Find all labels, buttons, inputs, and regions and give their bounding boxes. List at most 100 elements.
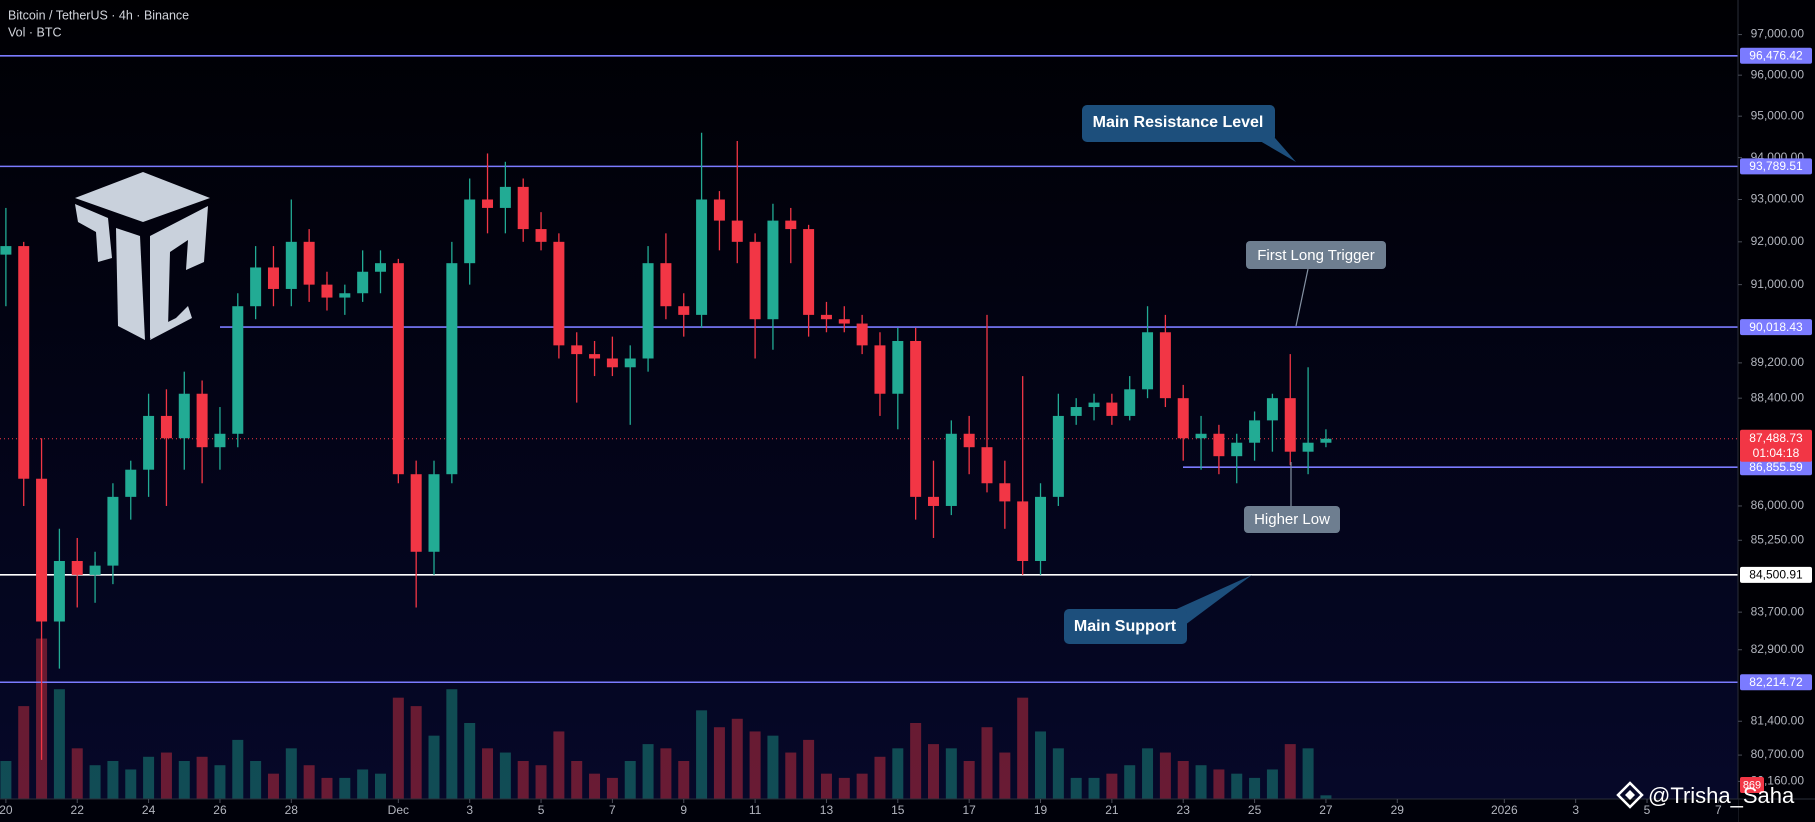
candle-body xyxy=(374,263,386,272)
candle-body xyxy=(446,263,458,475)
callout-box xyxy=(1246,241,1386,269)
candle-body xyxy=(125,469,137,497)
candle-body xyxy=(321,284,333,298)
x-tick-label: 2026 xyxy=(1491,803,1518,817)
volume-bar xyxy=(446,689,458,799)
volume-bar xyxy=(731,718,743,799)
x-tick-label: 27 xyxy=(1319,803,1333,817)
x-tick-label: 17 xyxy=(962,803,976,817)
price-axis xyxy=(1738,0,1815,822)
candle-body xyxy=(196,393,208,448)
x-tick-label: 19 xyxy=(1034,803,1048,817)
level-badge xyxy=(1740,674,1812,691)
volume-label: 869 xyxy=(1743,779,1761,791)
callout-box xyxy=(1082,105,1275,142)
x-tick-label: 7 xyxy=(609,803,616,817)
level-badge xyxy=(1740,47,1812,64)
volume-bar xyxy=(803,739,815,799)
candle-body xyxy=(571,345,583,355)
volume-bar xyxy=(89,765,101,799)
candle-body xyxy=(1302,442,1314,452)
watermark-text: @Trisha_Saha xyxy=(1648,783,1795,808)
candle-body xyxy=(250,267,262,307)
volume-bar xyxy=(820,773,832,799)
candle-body xyxy=(214,433,226,448)
candle-body xyxy=(963,433,975,448)
candle-body xyxy=(1266,398,1278,421)
candle-body xyxy=(1177,398,1189,439)
volume-bar xyxy=(767,735,779,799)
x-tick-label: Dec xyxy=(388,803,409,817)
candle-body xyxy=(1159,332,1171,399)
volume-bar xyxy=(749,731,761,799)
candle-body xyxy=(838,319,850,324)
volume-badge xyxy=(1740,777,1764,793)
watermark: @Trisha_Saha xyxy=(1616,781,1795,809)
volume-bar xyxy=(482,748,494,799)
x-tick-label: 15 xyxy=(891,803,905,817)
candle-body xyxy=(1213,433,1225,457)
volume-bar xyxy=(250,761,262,799)
level-label: 96,476.42 xyxy=(1749,48,1803,62)
x-tick-label: 29 xyxy=(1391,803,1405,817)
volume-bar xyxy=(0,761,12,799)
volume-bar xyxy=(321,777,333,799)
volume-bar xyxy=(160,752,172,799)
candle-body xyxy=(910,340,922,497)
candle-body xyxy=(18,246,30,479)
level-label: 84,500.91 xyxy=(1749,568,1803,582)
watermark-icon xyxy=(1625,790,1635,800)
candle-body xyxy=(678,306,690,315)
volume-bar xyxy=(1302,748,1314,799)
volume-bar xyxy=(1284,744,1296,799)
candle-body xyxy=(232,306,244,434)
callout-box xyxy=(1244,506,1340,533)
candle-body xyxy=(785,220,797,230)
candle-body xyxy=(696,199,708,315)
candle-body xyxy=(1320,438,1332,443)
candle-body xyxy=(1106,402,1118,416)
candle-body xyxy=(660,263,672,307)
candle-body xyxy=(339,293,351,298)
volume-bar xyxy=(874,756,886,799)
candle-body xyxy=(1284,398,1296,452)
x-tick-label: 23 xyxy=(1177,803,1191,817)
x-tick-label: 5 xyxy=(1644,803,1651,817)
candle-body xyxy=(410,474,422,552)
x-tick-label: 13 xyxy=(820,803,834,817)
level-label: 93,789.51 xyxy=(1749,159,1803,173)
volume-bar xyxy=(196,756,208,799)
candle-body xyxy=(767,220,779,320)
volume-bar xyxy=(642,744,654,799)
volume-bar xyxy=(267,773,279,799)
candle-body xyxy=(1142,332,1154,390)
level-label: 90,018.43 xyxy=(1749,320,1803,334)
x-tick-label: 9 xyxy=(680,803,687,817)
level-badge xyxy=(1740,459,1812,476)
x-tick-label: 3 xyxy=(1572,803,1579,817)
candle-body xyxy=(713,199,725,221)
last-price-badge xyxy=(1740,429,1812,462)
y-tick-label: 96,000.00 xyxy=(1751,67,1805,81)
candle-body xyxy=(1070,407,1082,416)
volume-bar xyxy=(499,752,511,799)
candle-body xyxy=(999,483,1011,502)
candle-body xyxy=(464,199,476,264)
volume-bar xyxy=(107,761,119,799)
callout-pointer xyxy=(1295,268,1309,327)
volume-bar xyxy=(927,744,939,799)
volume-bar xyxy=(71,748,83,799)
logo xyxy=(75,172,210,340)
x-tick-label: 25 xyxy=(1248,803,1262,817)
y-tick-label: 97,000.00 xyxy=(1751,27,1805,41)
x-tick-label: 11 xyxy=(749,803,762,817)
callout: Main Support xyxy=(1064,575,1252,644)
volume-bar xyxy=(464,723,476,799)
volume-bar xyxy=(1249,777,1261,799)
y-tick-label: 85,250.00 xyxy=(1751,532,1805,546)
y-tick-label: 89,200.00 xyxy=(1751,355,1805,369)
watermark-icon xyxy=(1616,781,1644,809)
candle-body xyxy=(285,241,297,289)
candle-body xyxy=(803,229,815,315)
candle-body xyxy=(1052,415,1064,497)
